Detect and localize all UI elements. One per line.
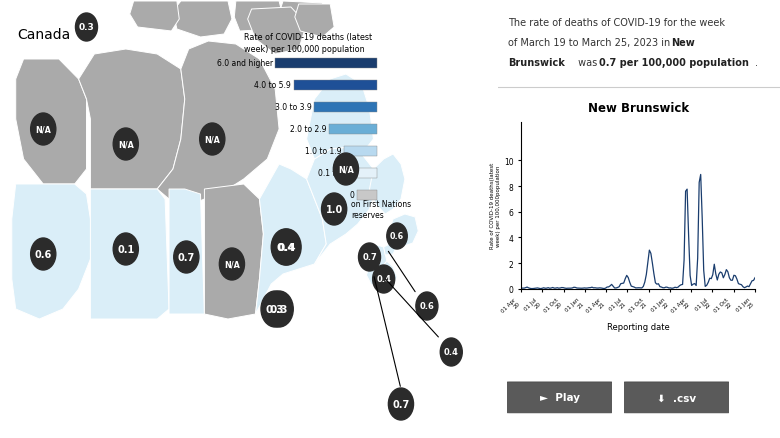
Polygon shape bbox=[16, 60, 87, 184]
Polygon shape bbox=[360, 244, 387, 272]
Polygon shape bbox=[169, 190, 204, 314]
Circle shape bbox=[30, 238, 56, 270]
Text: was: was bbox=[575, 58, 600, 68]
Text: 1.0 to 1.9: 1.0 to 1.9 bbox=[305, 147, 342, 156]
Circle shape bbox=[200, 124, 225, 155]
Bar bbox=[329, 125, 378, 135]
Polygon shape bbox=[248, 8, 307, 55]
Text: Canada: Canada bbox=[17, 28, 70, 42]
Text: 0.7 per 100,000 population: 0.7 per 100,000 population bbox=[599, 58, 749, 68]
Text: 0.7: 0.7 bbox=[392, 399, 410, 409]
Bar bbox=[314, 103, 378, 113]
Text: N/A: N/A bbox=[118, 140, 133, 149]
Text: 0.1 to 0.9: 0.1 to 0.9 bbox=[318, 169, 355, 178]
Text: .: . bbox=[755, 58, 758, 68]
Polygon shape bbox=[12, 184, 90, 319]
Circle shape bbox=[273, 230, 301, 265]
Polygon shape bbox=[90, 190, 169, 319]
X-axis label: Reporting date: Reporting date bbox=[607, 323, 669, 332]
Polygon shape bbox=[307, 75, 374, 159]
Text: 0.1: 0.1 bbox=[117, 244, 134, 254]
Text: ►  Play: ► Play bbox=[540, 392, 580, 403]
FancyBboxPatch shape bbox=[621, 382, 732, 413]
Polygon shape bbox=[389, 215, 418, 247]
Circle shape bbox=[30, 114, 56, 146]
Polygon shape bbox=[307, 148, 378, 265]
FancyBboxPatch shape bbox=[504, 382, 615, 413]
Circle shape bbox=[76, 14, 98, 42]
Polygon shape bbox=[204, 184, 264, 319]
Text: N/A: N/A bbox=[204, 135, 220, 144]
Polygon shape bbox=[384, 244, 396, 255]
Text: New Brunswick: New Brunswick bbox=[588, 102, 690, 115]
Polygon shape bbox=[129, 2, 179, 32]
Polygon shape bbox=[234, 2, 283, 32]
Circle shape bbox=[359, 244, 381, 272]
Text: ⬇  .csv: ⬇ .csv bbox=[657, 392, 697, 403]
Polygon shape bbox=[295, 5, 334, 38]
Polygon shape bbox=[367, 261, 397, 291]
Text: 0.6: 0.6 bbox=[420, 302, 434, 311]
Text: New: New bbox=[671, 38, 695, 48]
Text: 2.0 to 2.9: 2.0 to 2.9 bbox=[290, 125, 327, 134]
Text: of March 19 to March 25, 2023 in: of March 19 to March 25, 2023 in bbox=[508, 38, 673, 48]
Circle shape bbox=[271, 230, 300, 265]
Text: 0.4: 0.4 bbox=[278, 243, 296, 252]
Bar bbox=[357, 191, 378, 201]
Circle shape bbox=[387, 223, 407, 249]
Polygon shape bbox=[370, 155, 405, 215]
Polygon shape bbox=[256, 165, 326, 314]
Text: 0.4: 0.4 bbox=[444, 348, 459, 357]
Circle shape bbox=[261, 291, 289, 327]
Text: 0.3: 0.3 bbox=[79, 24, 94, 32]
Text: N/A: N/A bbox=[224, 260, 240, 269]
Bar bbox=[344, 147, 378, 157]
Text: The rate of deaths of COVID-19 for the week: The rate of deaths of COVID-19 for the w… bbox=[508, 18, 725, 28]
Text: 0.4: 0.4 bbox=[376, 275, 391, 284]
Text: week) per 100,000 population: week) per 100,000 population bbox=[243, 45, 364, 54]
Circle shape bbox=[416, 292, 438, 320]
Text: N/A: N/A bbox=[35, 125, 51, 134]
Circle shape bbox=[113, 233, 138, 265]
Text: 0.6: 0.6 bbox=[34, 249, 51, 259]
Circle shape bbox=[388, 388, 413, 420]
Circle shape bbox=[440, 338, 463, 366]
Text: on First Nations
reserves: on First Nations reserves bbox=[352, 200, 412, 219]
Text: Brunswick: Brunswick bbox=[508, 58, 565, 68]
Y-axis label: Rate of COVID-19 deaths(latest
week) per 100,000population: Rate of COVID-19 deaths(latest week) per… bbox=[490, 163, 501, 249]
Polygon shape bbox=[158, 42, 279, 209]
Bar bbox=[357, 169, 378, 179]
Circle shape bbox=[219, 248, 244, 280]
Text: 0.6: 0.6 bbox=[390, 232, 404, 241]
Circle shape bbox=[113, 129, 138, 161]
Text: 0.3: 0.3 bbox=[266, 304, 285, 314]
Text: 0: 0 bbox=[349, 191, 355, 200]
Polygon shape bbox=[79, 50, 185, 190]
Text: 0.4: 0.4 bbox=[276, 243, 295, 252]
Text: N/A: N/A bbox=[338, 165, 354, 174]
Text: 6.0 and higher: 6.0 and higher bbox=[217, 60, 273, 68]
Text: 0.3: 0.3 bbox=[270, 304, 289, 314]
Circle shape bbox=[373, 265, 395, 293]
Text: 3.0 to 3.9: 3.0 to 3.9 bbox=[275, 103, 312, 112]
Text: 0.7: 0.7 bbox=[362, 253, 377, 262]
Polygon shape bbox=[173, 2, 232, 38]
Circle shape bbox=[321, 194, 347, 226]
Polygon shape bbox=[279, 2, 326, 32]
Circle shape bbox=[265, 291, 293, 327]
Text: 4.0 to 5.9: 4.0 to 5.9 bbox=[254, 81, 291, 90]
Text: 0.7: 0.7 bbox=[178, 252, 195, 262]
Bar bbox=[275, 59, 378, 69]
Circle shape bbox=[333, 154, 359, 186]
Circle shape bbox=[174, 241, 199, 273]
Text: Rate of COVID-19 deaths (latest: Rate of COVID-19 deaths (latest bbox=[243, 33, 372, 42]
Bar bbox=[293, 81, 378, 91]
Text: 1.0: 1.0 bbox=[325, 205, 342, 215]
